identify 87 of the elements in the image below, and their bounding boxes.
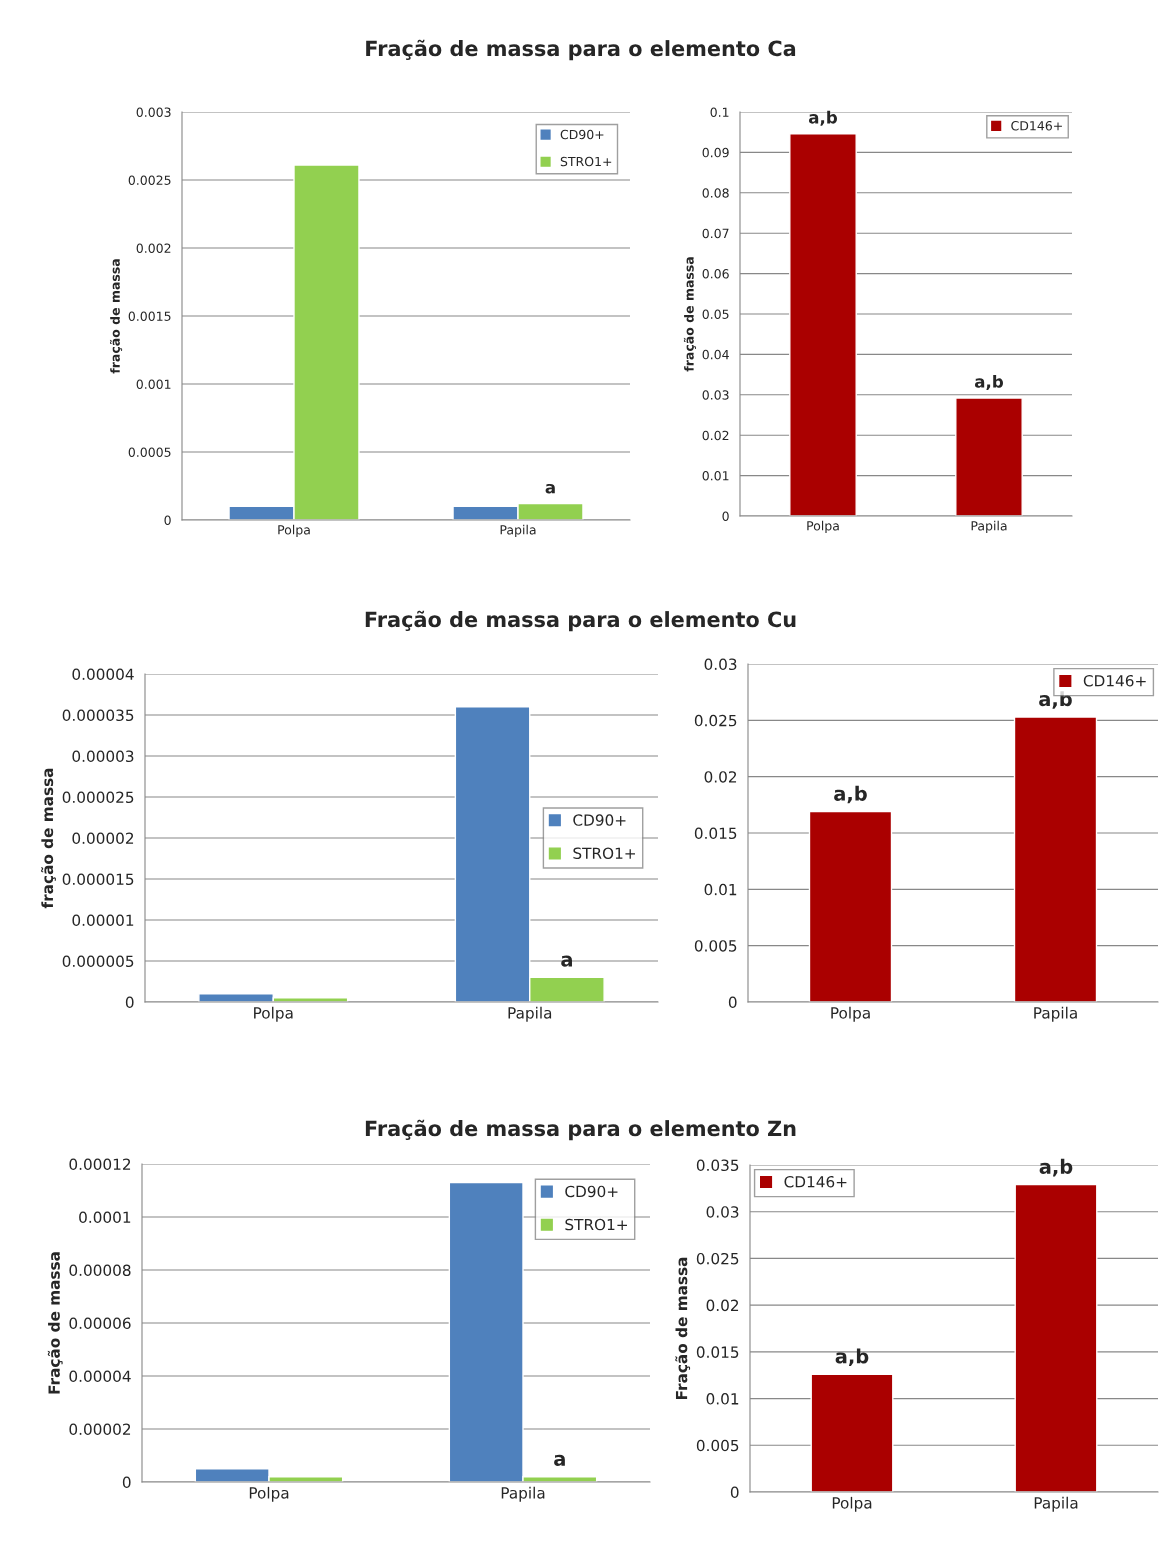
y-tick-label: 0.002 — [136, 243, 171, 253]
y-tick-label: 0.0015 — [128, 311, 171, 321]
y-tick-label: 0.03 — [702, 390, 729, 400]
y-tick-label: 0 — [122, 1476, 131, 1489]
y-tick-label: 0.02 — [702, 430, 729, 441]
x-tick-label: Papila — [1034, 1496, 1078, 1512]
y-tick-label: 0.025 — [696, 1252, 739, 1265]
y-tick-label: 0.015 — [694, 827, 737, 840]
chart-title: Fração de massa para o elemento Cu — [365, 610, 796, 632]
y-tick-label: 0.01 — [706, 1393, 739, 1405]
x-tick-label: Polpa — [807, 520, 839, 533]
y-tick-label: 0 — [164, 515, 171, 525]
x-tick-label: Polpa — [254, 1006, 293, 1022]
y-tick-label: 0.000015 — [62, 873, 134, 886]
y-tick-label: 0.1 — [710, 107, 729, 117]
y-axis-title: Fração de massa — [47, 1252, 63, 1394]
x-tick-label: Polpa — [831, 1006, 870, 1022]
legend-label: CD90+ — [573, 814, 626, 826]
legend-label: CD90+ — [565, 1185, 618, 1198]
y-tick-label: 0.02 — [704, 771, 737, 783]
y-tick-label: 0 — [730, 1486, 739, 1499]
x-tick-label: Polpa — [832, 1496, 872, 1512]
annotation: a,b — [974, 374, 1004, 390]
chart-title: Fração de massa para o elemento Ca — [366, 39, 796, 61]
y-tick-label: 0.001 — [136, 379, 171, 389]
y-tick-label: 0.000005 — [62, 955, 134, 968]
y-axis-title: fração de massa — [109, 259, 123, 374]
y-tick-label: 0.025 — [694, 714, 737, 727]
annotation: a,b — [1039, 1158, 1073, 1177]
x-tick-label: Papila — [508, 1006, 552, 1022]
x-tick-label: Papila — [1034, 1006, 1077, 1022]
chart-title: Fração de massa para o elemento Zn — [365, 1119, 796, 1141]
y-tick-label: 0.015 — [696, 1346, 739, 1358]
y-tick-label: 0.01 — [704, 883, 737, 896]
x-tick-label: Polpa — [249, 1486, 289, 1502]
x-tick-label: Polpa — [278, 524, 310, 537]
y-tick-label: 0.003 — [136, 107, 171, 117]
legend-label: STRO1+ — [565, 1218, 627, 1231]
annotation: a,b — [1039, 691, 1072, 709]
y-tick-label: 0.00006 — [69, 1317, 131, 1330]
annotation: a,b — [808, 110, 838, 126]
y-axis-title: fração de massa — [683, 257, 697, 372]
y-tick-label: 0.0005 — [128, 447, 171, 457]
legend-label: CD90+ — [560, 129, 604, 140]
x-tick-label: Papila — [501, 1486, 545, 1502]
x-tick-label: Papila — [971, 520, 1007, 533]
annotation: a — [561, 955, 572, 967]
legend-label: STRO1+ — [560, 156, 612, 167]
y-tick-label: 0 — [728, 996, 737, 1009]
y-tick-label: 0.03 — [704, 658, 737, 671]
y-tick-label: 0 — [722, 511, 729, 521]
y-tick-label: 0.000035 — [62, 709, 134, 722]
y-axis-title: fração de massa — [41, 768, 56, 909]
y-tick-label: 0.08 — [702, 188, 729, 198]
y-tick-label: 0.00008 — [69, 1264, 131, 1277]
y-tick-label: 0.005 — [696, 1439, 739, 1452]
y-tick-label: 0.00002 — [72, 832, 134, 845]
y-tick-label: 0 — [125, 996, 134, 1009]
y-tick-label: 0.02 — [706, 1299, 739, 1312]
annotation: a — [545, 483, 555, 494]
legend-label: STRO1+ — [573, 847, 635, 859]
annotation: a,b — [835, 1348, 869, 1367]
y-tick-label: 0.07 — [702, 228, 729, 239]
y-tick-label: 0.0001 — [79, 1211, 131, 1224]
y-tick-label: 0.000025 — [62, 791, 134, 804]
y-tick-label: 0.09 — [702, 147, 729, 158]
y-tick-label: 0.01 — [702, 471, 729, 481]
y-tick-label: 0.005 — [694, 940, 737, 952]
annotation: a — [554, 1454, 565, 1466]
y-tick-label: 0.035 — [696, 1159, 739, 1172]
y-tick-label: 0.00012 — [69, 1158, 131, 1171]
y-tick-label: 0.00003 — [72, 750, 134, 763]
y-tick-label: 0.03 — [706, 1206, 739, 1218]
y-tick-label: 0.00004 — [72, 668, 134, 681]
annotation: a,b — [834, 785, 867, 804]
y-tick-label: 0.00001 — [72, 914, 134, 927]
y-tick-label: 0.04 — [702, 349, 729, 360]
y-tick-label: 0.05 — [702, 309, 729, 319]
y-tick-label: 0.0025 — [128, 175, 171, 185]
y-tick-label: 0.00004 — [69, 1370, 131, 1383]
y-axis-title: Fração de massa — [675, 1257, 691, 1400]
legend-label: CD146+ — [1011, 120, 1062, 131]
x-tick-label: Papila — [500, 524, 536, 537]
legend-label: CD146+ — [784, 1175, 847, 1188]
y-tick-label: 0.00002 — [69, 1423, 131, 1436]
legend-label: CD146+ — [1083, 674, 1146, 687]
y-tick-label: 0.06 — [702, 269, 729, 279]
